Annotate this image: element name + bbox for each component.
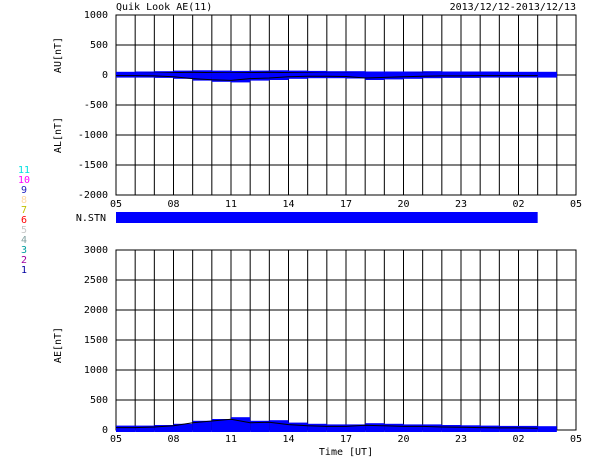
legend-item: 5 (21, 225, 27, 236)
bar (346, 73, 366, 79)
x-tick-label: 02 (512, 434, 524, 445)
x-tick-label: 08 (167, 199, 179, 210)
bar (403, 73, 423, 79)
y-axis-label: AU[nT] (53, 37, 64, 73)
bar (269, 73, 289, 80)
x-tick-label: 02 (512, 199, 524, 210)
y-axis-label: AL[nT] (53, 117, 64, 153)
bar (211, 419, 231, 432)
bar (173, 73, 193, 79)
y-tick-label: 2500 (84, 275, 108, 286)
nstn-label: N.STN (76, 213, 106, 224)
x-tick-label: 23 (455, 199, 467, 210)
bar (269, 420, 289, 432)
x-tick-label: 20 (397, 434, 409, 445)
bar (211, 73, 231, 82)
legend-item: 11 (18, 165, 30, 176)
bar (346, 424, 366, 432)
bar (250, 420, 270, 432)
chart-subtitle: 2013/12/12-2013/12/13 (450, 2, 576, 13)
x-tick-label: 05 (570, 434, 582, 445)
x-tick-label: 05 (110, 434, 122, 445)
legend-item: 9 (21, 185, 27, 196)
bar (499, 425, 519, 432)
bar (441, 425, 461, 432)
y-tick-label: 2000 (84, 305, 108, 316)
x-tick-label: 11 (225, 199, 237, 210)
y-tick-label: 0 (102, 70, 108, 81)
bar (231, 417, 251, 432)
x-tick-label: 05 (570, 199, 582, 210)
chart-title: Quik Look AE(11) (116, 2, 212, 13)
bar (326, 73, 346, 79)
x-tick-label: 08 (167, 434, 179, 445)
legend-item: 8 (21, 195, 27, 206)
x-tick-label: 17 (340, 199, 352, 210)
y-tick-label: 1000 (84, 365, 108, 376)
bar (307, 423, 327, 432)
bar (116, 425, 136, 432)
y-tick-label: 500 (90, 40, 108, 51)
legend-item: 6 (21, 215, 27, 226)
bar (537, 73, 557, 78)
bar (480, 425, 500, 432)
bar (365, 423, 385, 432)
bar (307, 73, 327, 79)
y-tick-label: 1000 (84, 10, 108, 21)
legend-item: 7 (21, 205, 27, 216)
plot-frame (115, 14, 577, 196)
y-tick-label: -2000 (78, 190, 108, 201)
nstn-bar (116, 212, 538, 223)
x-tick-label: 17 (340, 434, 352, 445)
y-tick-label: -500 (84, 100, 108, 111)
bar (192, 73, 212, 81)
bar (173, 423, 193, 432)
x-tick-label: 20 (397, 199, 409, 210)
legend-item: 10 (18, 175, 30, 186)
series-line (116, 75, 538, 81)
x-tick-label: 14 (282, 434, 294, 445)
bar (135, 425, 155, 432)
bar (537, 426, 557, 432)
bar (365, 73, 385, 80)
bar (250, 73, 270, 81)
y-axis-label: AE[nT] (53, 327, 64, 363)
legend-item: 4 (21, 235, 27, 246)
y-tick-label: 3000 (84, 245, 108, 256)
bar (154, 73, 174, 78)
series-line (116, 418, 538, 429)
legend-item: 1 (21, 265, 27, 276)
y-tick-label: 500 (90, 395, 108, 406)
x-tick-label: 11 (225, 434, 237, 445)
bar (518, 425, 538, 432)
x-tick-label: 23 (455, 434, 467, 445)
y-tick-label: -1500 (78, 160, 108, 171)
y-tick-label: 1500 (84, 335, 108, 346)
x-tick-label: 14 (282, 199, 294, 210)
bar (384, 423, 404, 432)
bar (288, 73, 308, 79)
bar (288, 422, 308, 432)
y-tick-label: -1000 (78, 130, 108, 141)
bar (231, 73, 251, 83)
bar (422, 424, 442, 432)
bar (403, 424, 423, 432)
legend-item: 2 (21, 255, 27, 266)
bar (192, 420, 212, 432)
bar (384, 73, 404, 80)
bar (461, 425, 481, 432)
x-tick-label: 05 (110, 199, 122, 210)
legend-item: 3 (21, 245, 27, 256)
bar (326, 424, 346, 432)
x-axis-label: Time [UT] (319, 447, 373, 458)
y-tick-label: 0 (102, 425, 108, 436)
bar (154, 425, 174, 432)
